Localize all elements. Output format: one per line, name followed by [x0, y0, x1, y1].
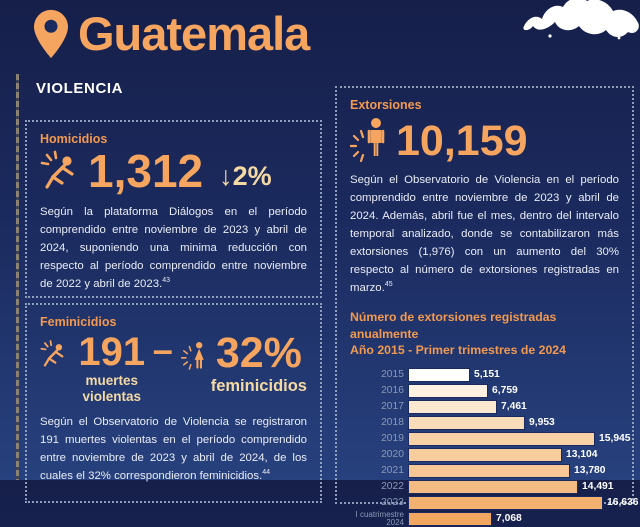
homicides-value: 1,312 [88, 145, 204, 198]
chart-year-label: 2020 [381, 448, 404, 460]
femicides-share-group: 32% feminicidios [210, 329, 307, 396]
chart-bar [408, 463, 570, 478]
extortion-bar-chart: 2015 5,151 2016 6,759 2017 7,461 2018 9,953 2019… [350, 367, 639, 527]
chart-row: 2021 13,780 [350, 463, 619, 479]
femicides-card: Feminicidios 191 muertes violentas – 32%… [25, 303, 322, 503]
chart-title-line2: Año 2015 - Primer trimestres de 2024 [350, 343, 566, 358]
femicides-stat-row: 191 muertes violentas – 32% feminicidios [40, 329, 307, 404]
chart-bar [408, 415, 525, 430]
homicides-card: Homicidios 1,312 ↓2% Según la plataforma… [25, 120, 322, 298]
extortions-value: 10,159 [396, 117, 528, 166]
femicides-footnote: 44 [262, 469, 271, 477]
page-header: Guatemala [34, 6, 310, 62]
chart-row: 2017 7,461 [350, 399, 619, 415]
chart-row: 2015 5,151 [350, 367, 619, 383]
chart-value-label: 5,151 [474, 369, 500, 381]
extortions-body-text: Según el Observatorio de Violencia en el… [350, 174, 619, 295]
chart-year-label: 2018 [381, 416, 404, 428]
chart-year-label: 2016 [381, 384, 404, 396]
chart-bar [408, 495, 603, 510]
chart-value-label: 14,491 [582, 481, 614, 493]
stat-dash: – [152, 329, 173, 370]
homicides-change: ↓2% [219, 161, 272, 191]
woman-burst-icon [180, 342, 204, 370]
location-pin-icon [34, 9, 68, 59]
femicides-label: Feminicidios [40, 315, 117, 329]
chart-bar [408, 479, 578, 494]
chart-year-label: 2017 [381, 400, 404, 412]
extortions-card: Extorsiones 10,159 Según el Observatorio… [335, 86, 639, 526]
chart-year-label: 2023 [381, 496, 404, 508]
left-vertical-rule [16, 74, 19, 480]
chart-bar [408, 399, 497, 414]
chart-bar [408, 431, 595, 446]
chart-value-label: 16,636 [607, 497, 639, 509]
femicides-share-value: 32% [215, 329, 302, 377]
chart-bar [408, 447, 562, 462]
femicides-body-text: Según el Observatorio de Violencia se re… [40, 416, 307, 483]
chart-row: 2020 13,104 [350, 447, 619, 463]
chart-year-label: 2021 [381, 464, 404, 476]
chart-title-line1: Número de extorsiones registradas anualm… [350, 310, 557, 341]
section-heading: VIOLENCIA [36, 80, 124, 97]
chart-value-label: 13,780 [574, 465, 606, 477]
violent-deaths-value: 191 [78, 330, 146, 374]
chart-value-label: 6,759 [492, 385, 518, 397]
chart-title: Número de extorsiones registradas anualm… [350, 309, 619, 359]
chart-value-label: 9,953 [529, 417, 555, 429]
homicides-body-text: Según la plataforma Diálogos en el perío… [40, 206, 307, 291]
femicides-share-caption: feminicidios [210, 376, 307, 395]
person-burst-icon [350, 118, 385, 162]
chart-bar [408, 383, 488, 398]
page-title: Guatemala [78, 7, 310, 60]
homicides-body: Según la plataforma Diálogos en el perío… [40, 203, 307, 293]
violent-deaths-group: 191 muertes violentas [75, 330, 149, 404]
chart-row: 2016 6,759 [350, 383, 619, 399]
chart-value-label: 13,104 [566, 449, 598, 461]
extortions-stat-row: 10,159 [350, 116, 619, 166]
chart-row: 2018 9,953 [350, 415, 619, 431]
chart-row: 2022 14,491 [350, 479, 619, 495]
falling-person-icon [40, 340, 64, 367]
extortions-body: Según el Observatorio de Violencia en el… [350, 171, 619, 297]
extortions-footnote: 45 [384, 281, 393, 289]
chart-value-label: 15,945 [599, 433, 631, 445]
extortions-label: Extorsiones [350, 98, 422, 112]
chart-value-label: 7,461 [501, 401, 527, 413]
chart-row: I cuatrimestre 2024 7,068 [350, 509, 619, 527]
falling-person-icon [40, 150, 74, 189]
chart-year-label: 2019 [381, 432, 404, 444]
homicides-stat-row: 1,312 ↓2% [40, 145, 307, 198]
chart-row: 2023 16,636 [350, 495, 639, 511]
chart-value-label: 7,068 [496, 513, 522, 525]
chart-row: 2019 15,945 [350, 431, 631, 447]
homicides-label: Homicidios [40, 132, 108, 146]
chart-bar [408, 511, 492, 526]
chart-bar [408, 367, 470, 382]
chart-year-label: 2015 [381, 368, 404, 380]
chart-year-label: 2022 [381, 480, 404, 492]
chart-year-label: I cuatrimestre 2024 [355, 509, 404, 527]
violent-deaths-caption: muertes violentas [82, 373, 141, 404]
map-outline-graphic [523, 0, 639, 40]
homicides-footnote: 43 [162, 277, 171, 285]
femicides-body: Según el Observatorio de Violencia se re… [40, 413, 307, 485]
